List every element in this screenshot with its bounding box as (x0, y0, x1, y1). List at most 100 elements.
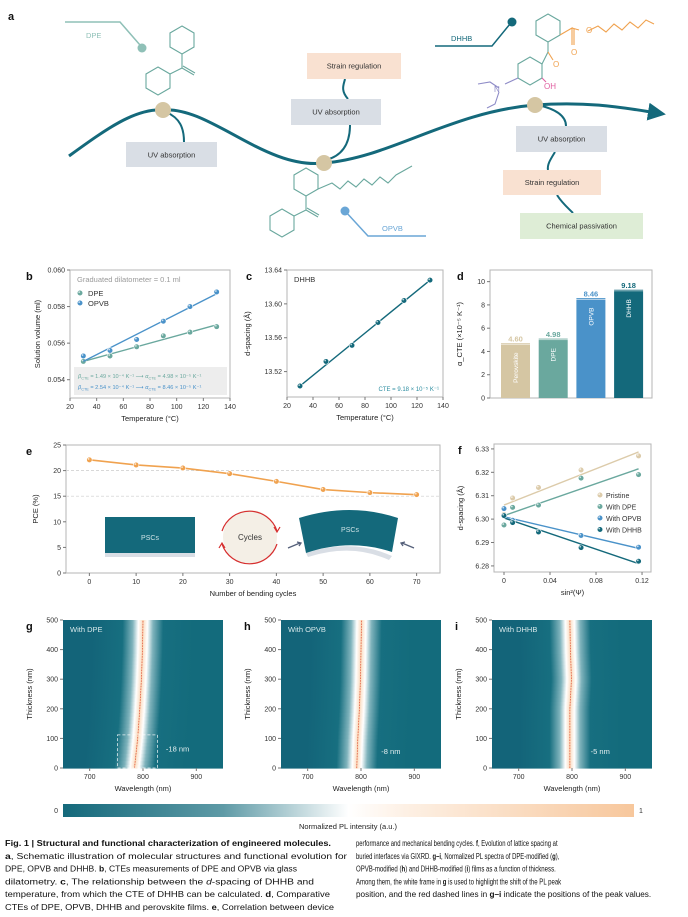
bar (538, 340, 568, 398)
plot-frame (65, 444, 441, 574)
heatmap-row (63, 749, 223, 754)
cte-equation: βCTE = 2.54 × 10⁻⁴ K⁻¹ ⟶ αCTE = 8.46 × 1… (77, 384, 201, 392)
data-point-highlight (161, 334, 164, 336)
x-axis-label: Temperature (°C) (336, 413, 394, 422)
alpha-value: = 8.46 × 10⁻⁵ K⁻¹ (156, 384, 201, 391)
data-point-highlight (579, 468, 582, 470)
caption-line: CTEs of DPE, OPVB, DHHB and perovskite f… (5, 902, 334, 912)
y-tick-label: 13.52 (264, 369, 282, 376)
caption-line: Fig. 1 | Structural and functional chara… (5, 838, 331, 848)
heatmap-row (63, 638, 223, 643)
opvb-tag: OPVB (340, 206, 426, 237)
fit-line (503, 468, 639, 517)
heatmap-row (63, 764, 223, 769)
x-tick-label: 140 (437, 403, 449, 410)
heatmap-row (63, 664, 223, 669)
x-axis-label: Wavelength (nm) (115, 784, 172, 793)
heatmap-row (63, 668, 223, 673)
y-tick-label: 0 (481, 396, 485, 403)
colorbar: 0 1 Normalized PL intensity (a.u.) (54, 804, 643, 831)
series-with-dhhb (500, 512, 642, 565)
heatmap-row (281, 623, 441, 628)
y-tick-label: 0.054 (47, 377, 65, 384)
data-point-highlight (598, 516, 601, 518)
x-tick-label: 10 (132, 579, 140, 586)
legend-marker (596, 526, 604, 533)
caption-line: OPVB-modified (h) and DHHB-modified (i) … (356, 864, 556, 874)
data-point (106, 352, 114, 360)
caption-run: g (552, 851, 556, 861)
heatmap-row (492, 701, 652, 706)
heatmap-row (492, 756, 652, 762)
caption-run: g–i (489, 889, 501, 899)
heatmap-row (492, 645, 652, 651)
bar-value-label: 4.98 (546, 330, 561, 339)
heatmap-row (492, 671, 652, 677)
dhhb-uv-box: UV absorption (516, 126, 607, 152)
heatmap-row (492, 690, 652, 695)
y-tick-label: 400 (264, 647, 276, 654)
x-tick-label: 20 (283, 403, 291, 410)
heatmap-row (63, 653, 223, 658)
heatmap-row (63, 738, 223, 743)
legend-label: With DHHB (606, 528, 642, 535)
caption-line: dilatometry. c, The relationship between… (5, 876, 314, 886)
heatmap-row (63, 694, 223, 699)
x-axis-label: Temperature (°C) (121, 414, 179, 423)
data-point (322, 358, 330, 365)
y-tick-label: 400 (475, 647, 487, 654)
x-tick-label: 40 (93, 404, 101, 411)
beta-value: = 1.49 × 10⁻⁴ K⁻¹ ⟶ (89, 373, 145, 380)
colorbar-min-label: 0 (54, 808, 58, 815)
x-tick-label: 0.08 (589, 578, 603, 585)
x-tick-label: 900 (190, 774, 202, 781)
caption-run: -spacing of DHHB and (212, 876, 314, 886)
heatmap-row (63, 675, 223, 680)
data-point-highlight (579, 545, 582, 548)
caption-run: performance and mechanical bending cycle… (356, 838, 476, 848)
peak-position-line (356, 619, 362, 769)
beta-subscript: CTE (81, 388, 89, 392)
data-point (635, 452, 642, 460)
box-label: Strain regulation (327, 62, 382, 71)
pce-line (89, 459, 417, 496)
data-point (213, 323, 220, 330)
heatmap-row (281, 742, 441, 747)
dpe-tag: DPE (65, 21, 147, 53)
dhhb-label: DHHB (451, 34, 472, 43)
caption-run: dilatometry. (5, 876, 60, 886)
bar-opvb: 8.46 OPVB (576, 290, 606, 398)
heatmap-row (63, 712, 223, 717)
caption-run: , Schematic illustration of molecular st… (11, 851, 347, 861)
x-tick-label: 700 (84, 774, 96, 781)
caption-run: OPVB-modified ( (356, 864, 402, 874)
legend-marker (76, 299, 84, 307)
heatmap-row (492, 679, 652, 684)
heatmap-row (492, 649, 652, 654)
x-tick-label: 20 (179, 579, 187, 586)
heatmap-row (281, 745, 441, 751)
heatmap-row (492, 682, 652, 688)
heatmap-row (281, 627, 441, 632)
cycle-circle (223, 510, 277, 564)
panel-label-e: e (26, 446, 32, 458)
caption-run: g–i (433, 851, 442, 861)
psc-flat (105, 517, 195, 553)
x-tick-label: 800 (355, 774, 367, 781)
box-label: UV absorption (148, 151, 196, 160)
data-point-highlight (510, 505, 513, 508)
caption-run: , CTEs measurements of DPE and OPVB via … (104, 864, 297, 874)
heatmap-row (63, 642, 223, 647)
data-point (226, 470, 233, 477)
heatmap-row (492, 631, 652, 636)
heatmap-row (281, 668, 441, 673)
heatmap-row (281, 756, 441, 762)
y-tick-label: 8 (481, 302, 485, 309)
data-point-highlight (134, 337, 137, 340)
caption-run: Among them, the white frame in (356, 876, 443, 886)
y-tick-label: 6.29 (475, 540, 489, 547)
y-axis-label: Thickness (nm) (243, 668, 252, 720)
heatmap-row (281, 634, 441, 640)
